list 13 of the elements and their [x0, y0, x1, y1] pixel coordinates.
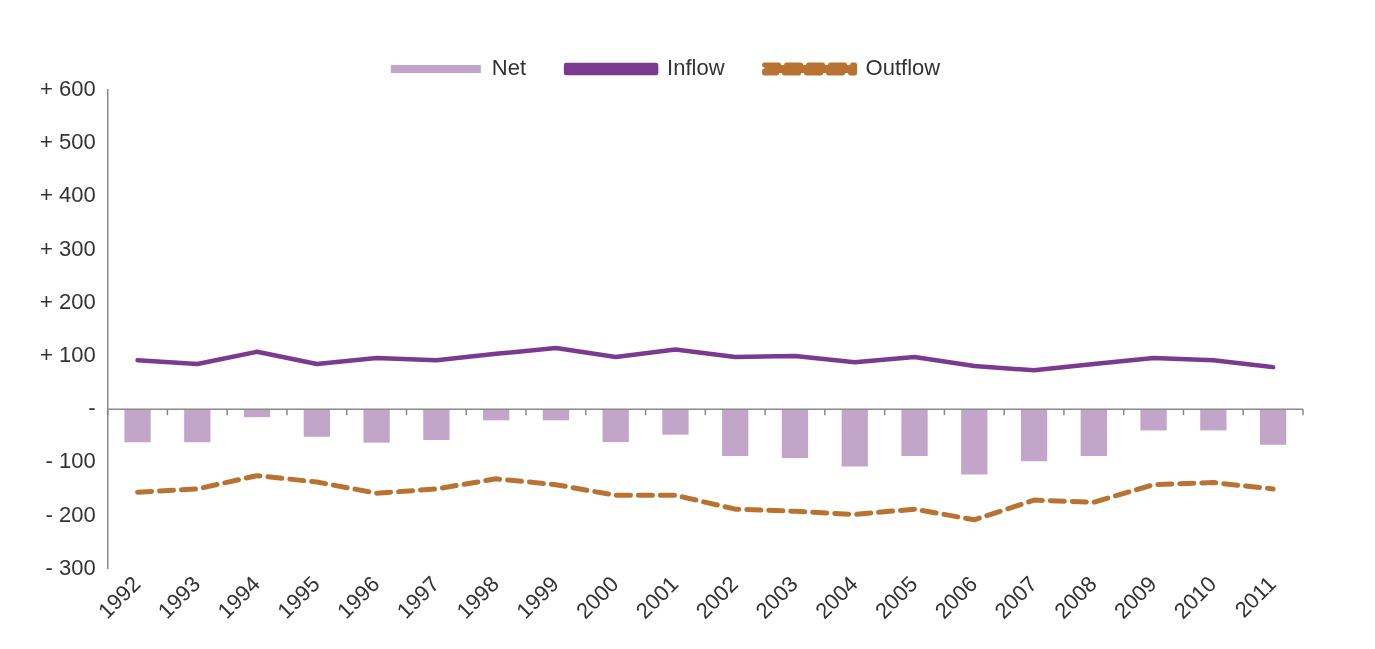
legend-label: Inflow — [667, 55, 725, 81]
y-tick-label: + 600 — [39, 76, 96, 102]
y-tick-label: + 500 — [39, 129, 96, 155]
y-tick-label: - 200 — [45, 501, 96, 527]
y-tick-label: + 300 — [39, 235, 96, 261]
y-tick-label: - — [88, 395, 96, 421]
legend-label: Outflow — [865, 55, 941, 81]
y-tick-label: + 100 — [39, 342, 96, 368]
y-tick-label: - 100 — [45, 448, 96, 474]
y-tick-label: - 300 — [45, 554, 96, 580]
y-tick-label: + 400 — [39, 182, 96, 208]
legend-label: Net — [491, 55, 527, 81]
y-tick-label: + 200 — [39, 288, 96, 314]
